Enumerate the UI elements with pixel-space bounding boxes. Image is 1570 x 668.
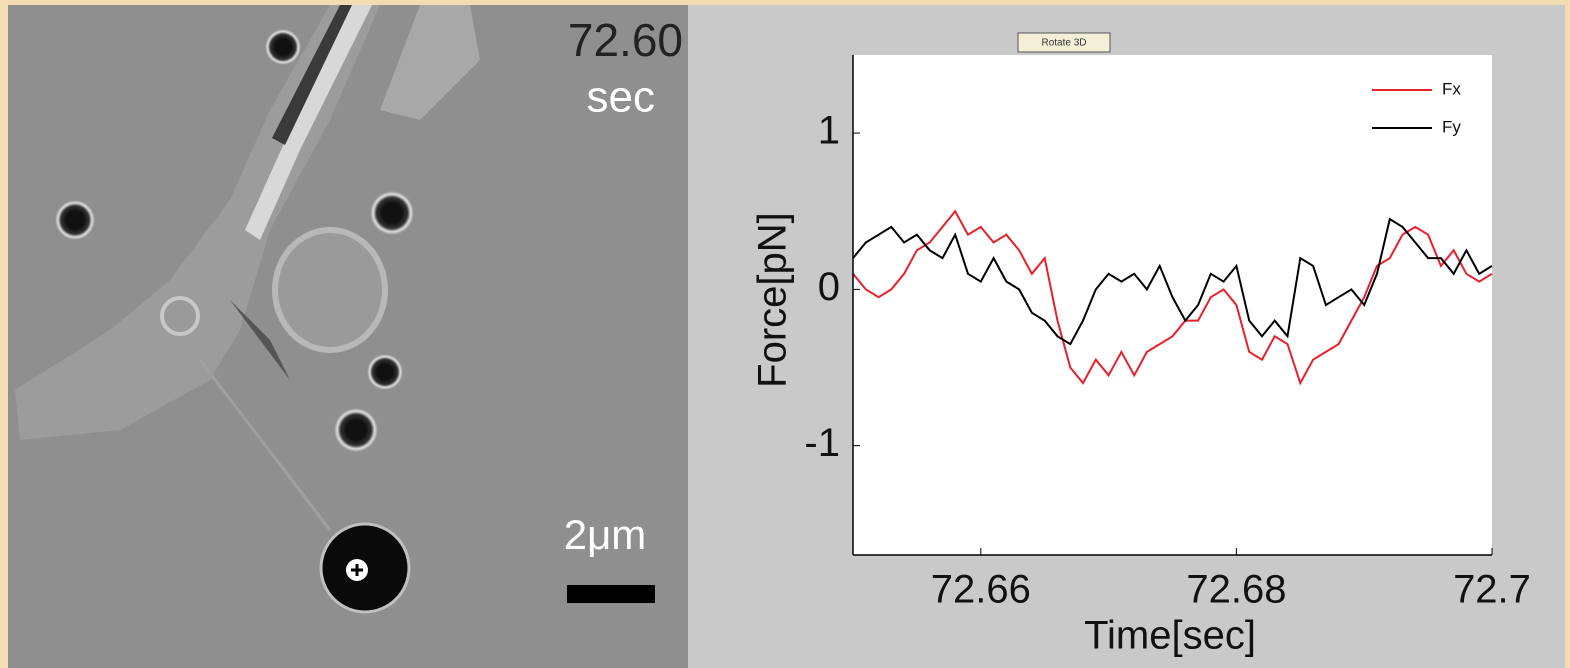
x-tick-label: 72.68 [1186,568,1286,612]
x-tick-label: 72.7 [1453,568,1531,612]
y-tick-label: 1 [818,109,840,153]
legend-label: Fx [1442,79,1461,98]
toolbar-label: Rotate 3D [1041,38,1086,49]
toolbar-button[interactable] [1017,32,1111,53]
plot: 72.66 72.68 72.7 -1 0 1 Fx Fy [804,55,1531,612]
y-axis-label: Force[pN] [751,212,795,388]
y-tick-label: 0 [818,265,840,309]
legend-label: Fy [1442,117,1461,136]
y-tick-label: -1 [804,421,840,465]
time-unit: sec [587,73,655,122]
x-axis-label: Time[sec] [1084,614,1256,658]
scale-label: 2μm [564,511,647,558]
time-stamp: 72.60 [568,14,683,66]
microscope-image: 72.60 sec 2μm [8,5,688,668]
series-line [852,217,1493,346]
plot-area [853,55,1492,555]
series-line [852,209,1493,386]
x-tick-label: 72.66 [931,568,1031,612]
